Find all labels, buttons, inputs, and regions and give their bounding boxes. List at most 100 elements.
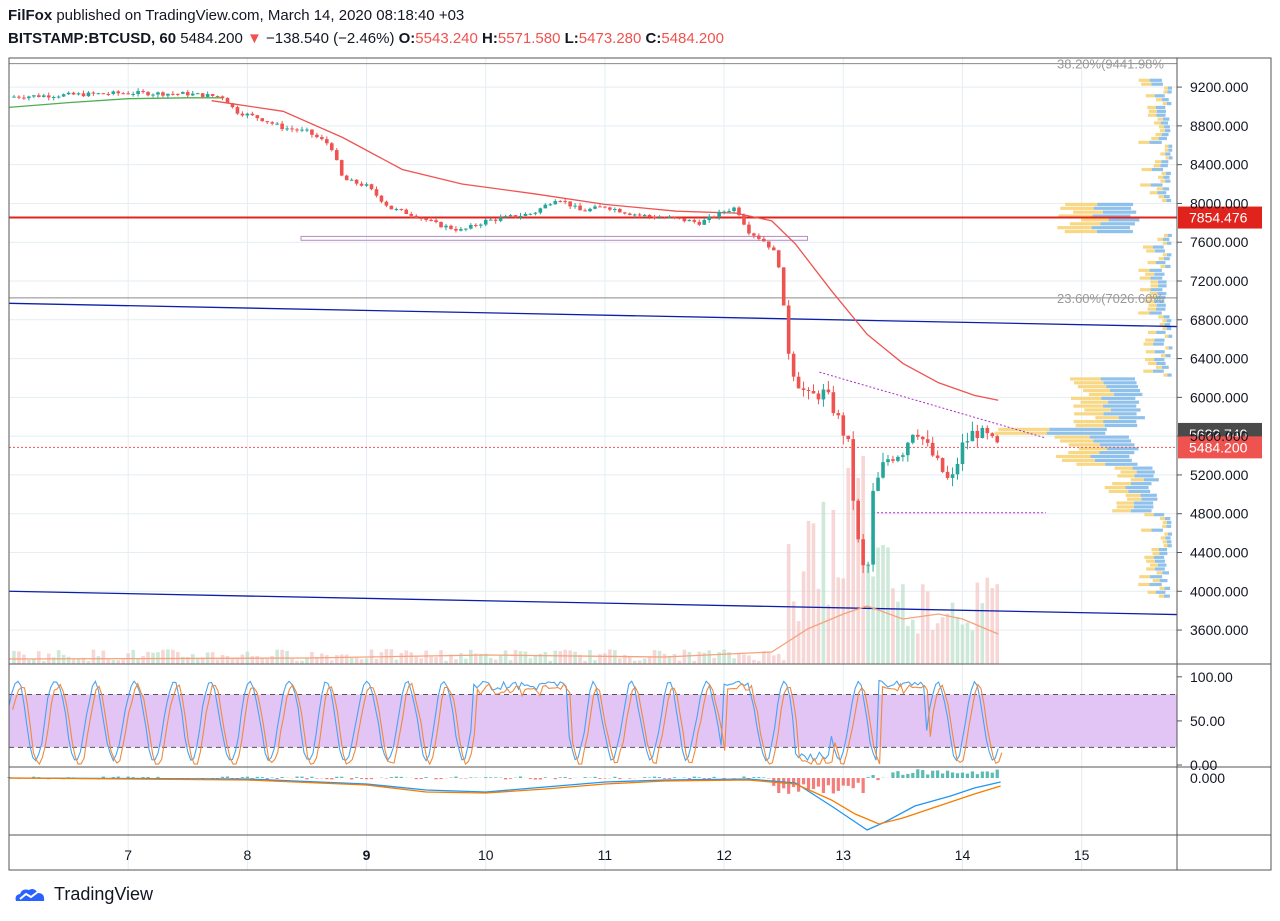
volume-profile-bar	[1161, 171, 1166, 175]
macd-histogram-bar	[295, 776, 299, 778]
macd-histogram-bar	[613, 776, 617, 778]
symbol-label[interactable]: BITSTAMP:BTCUSD, 60	[8, 30, 177, 47]
macd-pane	[7, 769, 1001, 831]
price-axis-label: 3600.000	[1190, 622, 1249, 638]
macd-histogram-bar	[32, 776, 36, 778]
volume-bar	[215, 659, 220, 664]
candle-body	[493, 219, 498, 221]
volume-profile-bar	[1138, 268, 1150, 272]
volume-bar	[891, 588, 895, 664]
candle-body	[573, 205, 577, 207]
volume-profile-bar	[1097, 202, 1134, 207]
candle-body	[757, 235, 761, 239]
macd-signal-line	[8, 777, 1001, 825]
volume-bar	[200, 657, 205, 664]
volume-bar	[409, 652, 414, 664]
volume-profile-bar	[1161, 132, 1169, 137]
volume-bar	[354, 657, 359, 664]
macd-histogram-bar	[851, 778, 855, 789]
sma-green-line	[8, 97, 224, 109]
candle-body	[806, 390, 811, 392]
macd-histogram-bar	[926, 774, 930, 778]
volume-profile-bar	[1166, 253, 1172, 257]
candle-body	[995, 436, 1000, 443]
volume-profile-bar	[1084, 408, 1111, 412]
macd-histogram-bar	[980, 771, 984, 778]
macd-histogram-bar	[340, 776, 344, 778]
macd-histogram-bar	[777, 778, 781, 794]
volume-bar	[503, 650, 508, 664]
volume-bar	[781, 660, 786, 664]
volume-bar	[220, 654, 225, 664]
volume-profile-bar	[1054, 435, 1090, 439]
volume-profile-bar	[1156, 590, 1166, 594]
volume-bar	[980, 603, 985, 664]
author-name[interactable]: FilFox	[8, 7, 53, 24]
volume-bar	[851, 460, 856, 664]
volume-bar	[935, 623, 940, 664]
volume-bar	[955, 616, 960, 664]
volume-profile-bar	[1164, 594, 1170, 598]
macd-histogram-bar	[936, 770, 940, 778]
candle-body	[920, 436, 925, 440]
volume-bar	[811, 523, 816, 664]
volume-profile-bar	[1058, 214, 1093, 218]
candle-body	[200, 93, 205, 97]
volume-bar	[399, 652, 404, 664]
macd-histogram-bar	[494, 777, 498, 778]
volume-profile-bar	[1134, 474, 1154, 478]
volume-bar	[166, 649, 170, 664]
macd-histogram-bar	[757, 777, 761, 778]
macd-histogram-bar	[846, 778, 850, 786]
macd-histogram-bar	[131, 777, 135, 778]
volume-bar	[32, 659, 36, 664]
macd-histogram-bar	[325, 778, 329, 780]
volume-bar	[96, 656, 101, 664]
macd-line	[8, 777, 1001, 831]
macd-histogram-bar	[355, 777, 359, 778]
volume-bar	[920, 584, 925, 664]
stoch-axis-label: 50.00	[1190, 713, 1225, 729]
macd-histogram-bar	[657, 777, 662, 778]
price-axis-label: 8800.000	[1190, 118, 1249, 134]
volume-bar	[315, 657, 319, 664]
macd-histogram-bar	[836, 778, 840, 791]
volume-profile-bar	[1150, 575, 1163, 579]
candle-body	[474, 224, 478, 226]
volume-profile-bar	[1144, 555, 1154, 559]
candle-body	[419, 217, 423, 219]
volume-profile-bar	[1091, 226, 1131, 230]
volume-bar	[171, 649, 175, 664]
volume-bar	[806, 520, 811, 664]
volume-bar	[831, 509, 836, 664]
tradingview-logo[interactable]: TradingView	[12, 884, 153, 905]
volume-profile-bar	[1167, 532, 1173, 536]
volume-profile-bar	[1075, 423, 1105, 428]
macd-histogram-bar	[975, 774, 979, 778]
candle-body	[101, 93, 106, 95]
volume-bar	[990, 588, 995, 664]
volume-profile-bar	[1099, 443, 1135, 447]
volume-profile-bar	[1150, 288, 1163, 292]
volume-bar	[598, 654, 602, 664]
volume-profile-bar	[1057, 226, 1092, 230]
candle-body	[359, 183, 364, 186]
volume-profile-bar	[1153, 342, 1164, 346]
volume-bar	[881, 545, 885, 664]
volume-profile-bar	[1049, 427, 1107, 431]
volume-bar	[776, 653, 781, 664]
candle-body	[632, 214, 637, 216]
volume-bar	[225, 655, 230, 664]
candle-body	[593, 206, 597, 209]
volume-profile-bar	[1147, 260, 1157, 265]
macd-histogram-bar	[101, 776, 105, 778]
volume-profile-bar	[1149, 268, 1162, 272]
volume-profile-bar	[1148, 109, 1157, 113]
candle-body	[866, 564, 870, 566]
candle-body	[195, 93, 200, 95]
candle-body	[613, 209, 617, 211]
candle-body	[702, 220, 707, 225]
macd-histogram-bar	[419, 778, 423, 779]
volume-profile-bar	[1168, 156, 1173, 160]
